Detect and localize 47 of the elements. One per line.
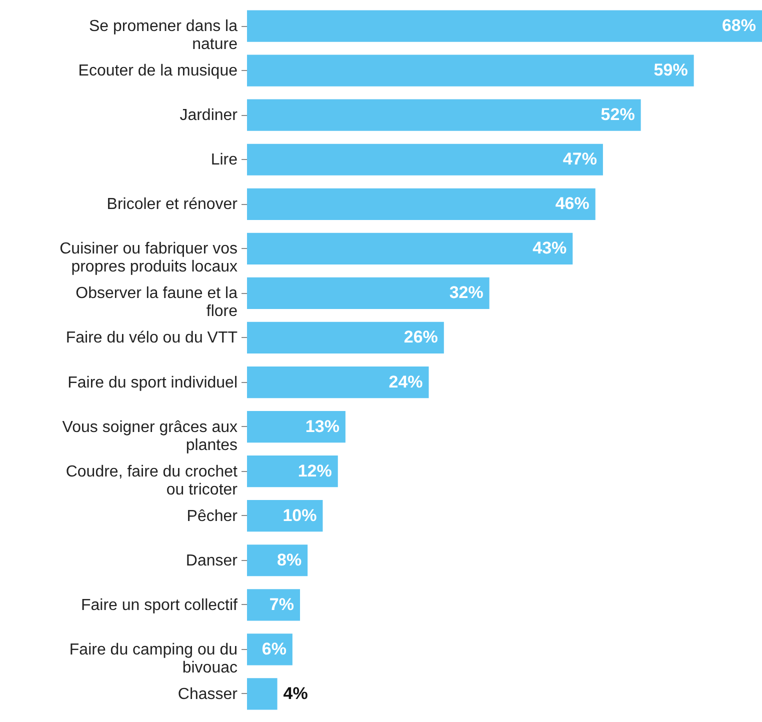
bar [247,678,278,710]
bar [247,589,300,621]
y-tick-label: Pêcher [186,508,238,525]
y-tick-label: Ecouter de la musique [78,62,238,80]
bar [247,277,490,310]
data-label: 43% [532,238,567,258]
data-label: 46% [555,194,590,214]
bar [247,10,762,42]
bar [247,99,641,131]
y-tick-label: Chasser [178,686,238,703]
data-label: 59% [654,60,688,80]
y-tick-label: Faire du sport individuel [68,374,238,392]
data-label: 4% [283,684,308,703]
data-label: 32% [449,283,484,302]
y-tick-label: Vous soigner grâces aux plantes [62,418,238,454]
data-label: 13% [305,416,340,436]
data-label: 52% [600,105,635,124]
bar [247,232,573,264]
y-tick-label: Se promener dans la nature [88,18,238,54]
y-tick-label: Coudre, faire du crochet ou tricoter [66,463,238,498]
y-tick-label: Faire du camping ou du bivouac [69,641,238,676]
data-label: 10% [282,506,317,525]
bar [247,544,308,576]
y-tick-label: Bricoler et rénover [106,196,238,214]
data-label: 26% [404,328,438,347]
y-tick-label: Faire un sport collectif [80,596,238,614]
y-tick-label: Lire [210,152,238,169]
bar [247,456,338,488]
bar [247,366,429,398]
y-tick-label: Danser [186,552,238,570]
data-label: 12% [298,461,332,480]
bar [247,144,603,176]
y-tick-label: Faire du vélo ou du VTT [66,330,238,347]
bar [247,410,346,443]
data-label: 7% [269,594,294,614]
y-tick-label: Cuisiner ou fabriquer vos propres produits locaux [60,240,238,276]
y-tick-label: Jardiner [180,107,238,124]
bar [247,54,694,86]
bar [247,322,444,354]
bar [247,188,596,220]
bar [247,500,323,532]
data-label: 6% [262,639,286,658]
data-label: 8% [277,550,302,570]
data-label: 47% [562,150,597,169]
data-label: 24% [388,372,423,392]
data-label: 68% [722,16,756,36]
y-tick-label: Observer la faune et la flore [76,285,238,320]
